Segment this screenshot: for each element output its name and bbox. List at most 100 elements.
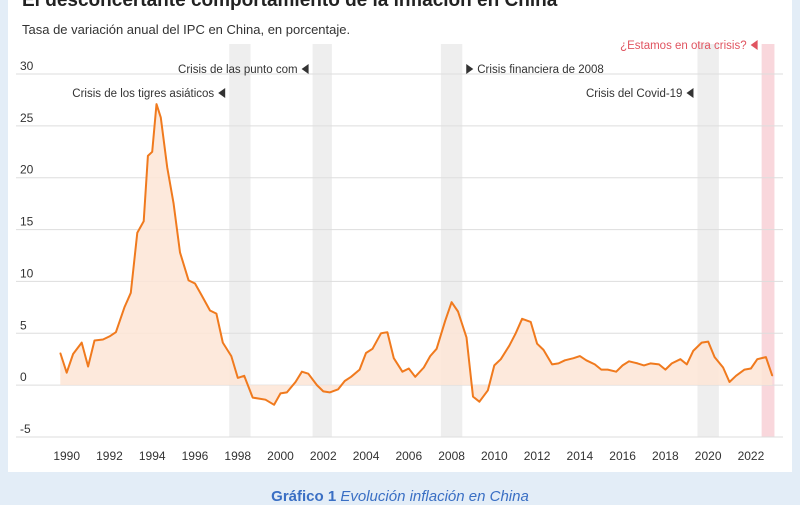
data-point — [160, 116, 162, 119]
y-tick-label: 15 — [20, 215, 34, 229]
data-point — [307, 373, 309, 375]
y-tick-label: 20 — [20, 163, 34, 177]
data-point — [365, 352, 367, 354]
data-point — [294, 381, 297, 383]
data-point — [393, 357, 395, 359]
data-point — [286, 391, 288, 394]
data-point — [643, 364, 645, 367]
data-point — [337, 388, 339, 390]
data-point — [187, 279, 190, 281]
crisis-band-1 — [312, 44, 332, 437]
data-point — [93, 339, 96, 342]
data-point — [408, 367, 410, 370]
y-tick-label: 0 — [20, 370, 27, 384]
data-point — [414, 376, 416, 378]
crisis-arrow-icon — [218, 88, 226, 98]
data-point — [301, 371, 303, 373]
data-point — [329, 391, 331, 394]
data-point — [316, 384, 318, 386]
data-point — [322, 390, 324, 392]
data-point — [273, 404, 275, 406]
crisis-label: Crisis de las punto com — [178, 64, 298, 76]
data-point — [713, 356, 716, 358]
data-point — [279, 392, 282, 395]
data-point — [147, 155, 149, 157]
data-point — [756, 358, 758, 360]
x-tick-label: 1994 — [139, 449, 166, 463]
data-point — [252, 396, 254, 399]
data-point — [701, 342, 703, 344]
data-point — [423, 366, 425, 369]
x-tick-label: 2000 — [267, 449, 294, 463]
data-point — [508, 345, 510, 347]
x-tick-label: 2016 — [609, 449, 636, 463]
data-point — [622, 364, 624, 367]
x-tick-label: 2020 — [695, 449, 722, 463]
data-point — [108, 335, 111, 337]
y-tick-label: -5 — [20, 422, 31, 436]
data-point — [444, 320, 446, 322]
crisis-label: ¿Estamos en otra crisis? — [620, 40, 747, 52]
x-tick-label: 1998 — [224, 449, 251, 463]
crisis-label: Crisis de los tigres asiáticos — [72, 88, 214, 100]
x-tick-label: 2004 — [353, 449, 380, 463]
data-point — [658, 363, 660, 365]
data-point — [478, 401, 480, 403]
crisis-arrow-icon — [301, 64, 309, 74]
crisis-band-4 — [761, 44, 775, 437]
chart-caption: Gráfico 1 Evolución inflación en China — [0, 488, 800, 505]
data-point — [585, 359, 587, 361]
y-tick-label: 5 — [20, 318, 27, 332]
caption-label: Gráfico 1 — [271, 488, 337, 505]
data-point — [237, 377, 239, 379]
data-point — [155, 103, 158, 105]
data-point — [222, 342, 224, 344]
crisis-arrow-icon — [750, 40, 758, 50]
data-point — [615, 371, 617, 373]
x-tick-label: 2002 — [310, 449, 337, 463]
caption-text: Evolución inflación en China — [336, 488, 529, 505]
data-point — [686, 363, 688, 365]
data-point — [457, 310, 459, 313]
x-tick-label: 2008 — [438, 449, 465, 463]
data-point — [628, 360, 630, 362]
series-area — [60, 104, 773, 405]
x-tick-label: 2022 — [738, 449, 765, 463]
data-point — [743, 368, 746, 371]
data-point — [551, 363, 553, 365]
data-point — [215, 312, 217, 315]
x-tick-label: 1990 — [53, 449, 80, 463]
data-point — [166, 166, 168, 168]
data-point — [264, 399, 267, 401]
data-point — [493, 364, 495, 367]
data-point — [557, 362, 560, 364]
x-tick-label: 1996 — [182, 449, 209, 463]
data-point — [194, 282, 196, 285]
data-point — [600, 368, 602, 371]
chart-title: El desconcertante comportamiento de la i… — [22, 0, 558, 11]
data-point — [671, 362, 673, 364]
data-point — [359, 368, 361, 371]
data-point — [765, 356, 767, 358]
data-point — [579, 355, 581, 357]
data-point — [572, 357, 575, 359]
x-tick-label: 2018 — [652, 449, 679, 463]
data-point — [637, 362, 639, 364]
x-tick-label: 2010 — [481, 449, 508, 463]
data-point — [380, 332, 382, 334]
data-point — [487, 389, 489, 391]
x-tick-label: 2014 — [567, 449, 594, 463]
chart-card: El desconcertante comportamiento de la i… — [8, 0, 792, 472]
y-tick-label: 25 — [20, 111, 34, 125]
crisis-label: Crisis del Covid-19 — [586, 88, 683, 100]
data-point — [386, 331, 389, 333]
data-point — [59, 352, 61, 354]
data-point — [607, 368, 609, 371]
data-point — [102, 338, 104, 341]
x-tick-label: 1992 — [96, 449, 123, 463]
data-point — [243, 375, 245, 377]
x-tick-label: 2012 — [524, 449, 551, 463]
data-point — [209, 309, 211, 312]
data-point — [179, 251, 181, 253]
data-point — [542, 349, 545, 351]
